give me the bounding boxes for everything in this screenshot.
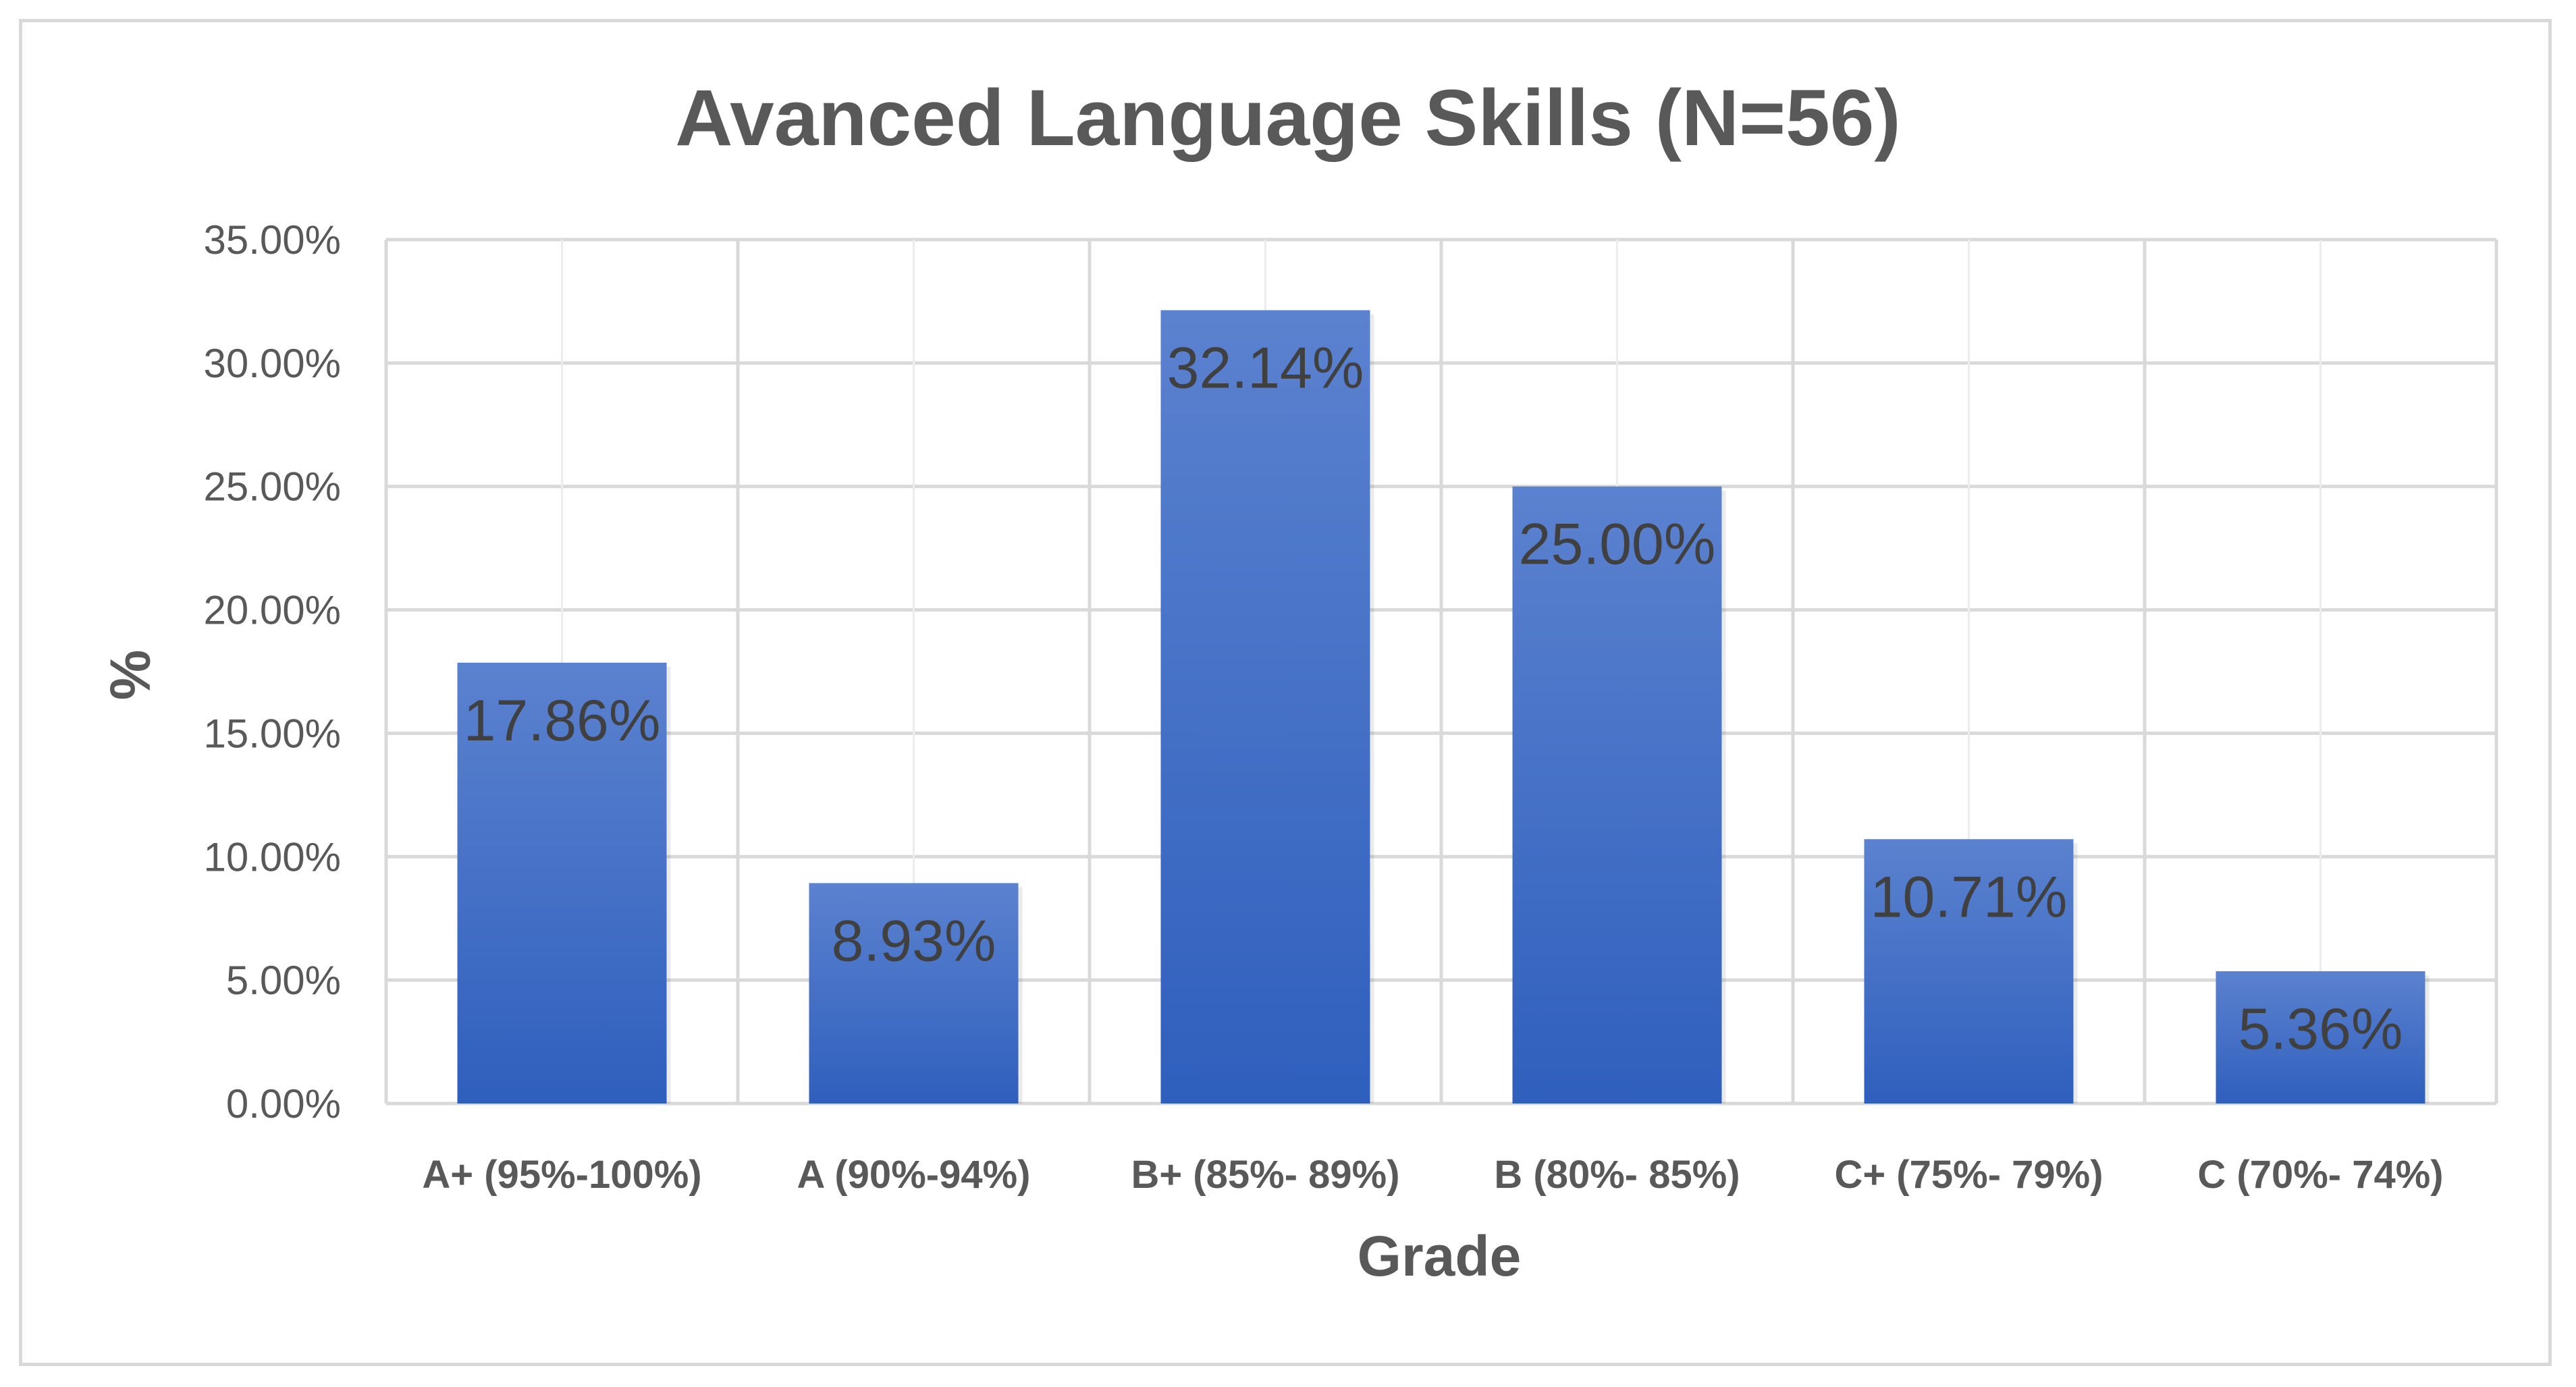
x-tick-label: A+ (95%-100%): [422, 1153, 701, 1197]
data-labels: 17.86% 8.93% 32.14% 25.00% 10.71% 5.36%: [464, 336, 2403, 1062]
chart-title: Avanced Language Skills (N=56): [675, 74, 1900, 163]
x-tick-label: C+ (75%- 79%): [1834, 1153, 2103, 1197]
y-tick-label: 30.00%: [204, 341, 342, 386]
x-tick-label: C (70%- 74%): [2197, 1153, 2443, 1197]
y-tick-label: 5.00%: [226, 958, 341, 1003]
x-axis-title: Grade: [1358, 1224, 1522, 1288]
data-label: 10.71%: [1871, 865, 2068, 929]
y-tick-label: 10.00%: [204, 834, 342, 879]
y-axis-title: %: [99, 650, 162, 701]
gridlines: [384, 238, 2498, 1106]
y-tick-label: 0.00%: [226, 1081, 341, 1126]
y-axis-ticks: 0.00% 5.00% 10.00% 15.00% 20.00% 25.00% 30.00%…: [204, 217, 342, 1126]
x-tick-label: A (90%-94%): [797, 1153, 1031, 1197]
data-label: 8.93%: [832, 908, 996, 973]
y-tick-label: 35.00%: [204, 217, 342, 263]
y-tick-label: 15.00%: [204, 711, 342, 756]
bar: [457, 662, 667, 1104]
x-tick-label: B+ (85%- 89%): [1131, 1153, 1399, 1197]
y-tick-label: 20.00%: [204, 588, 342, 633]
x-axis-categories: A+ (95%-100%) A (90%-94%) B+ (85%- 89%) B (…: [422, 1153, 2443, 1197]
data-label: 32.14%: [1167, 336, 1364, 401]
bar: [1512, 486, 1722, 1104]
bar: [809, 883, 1019, 1104]
bars: [457, 310, 2430, 1104]
data-label: 25.00%: [1519, 512, 1716, 577]
x-tick-label: B (80%- 85%): [1494, 1153, 1740, 1197]
data-label: 5.36%: [2238, 997, 2403, 1062]
y-tick-label: 25.00%: [204, 464, 342, 510]
bar: [2216, 971, 2425, 1104]
bar: [1160, 310, 1370, 1104]
bar: [1864, 839, 2074, 1104]
data-label: 17.86%: [464, 688, 661, 753]
